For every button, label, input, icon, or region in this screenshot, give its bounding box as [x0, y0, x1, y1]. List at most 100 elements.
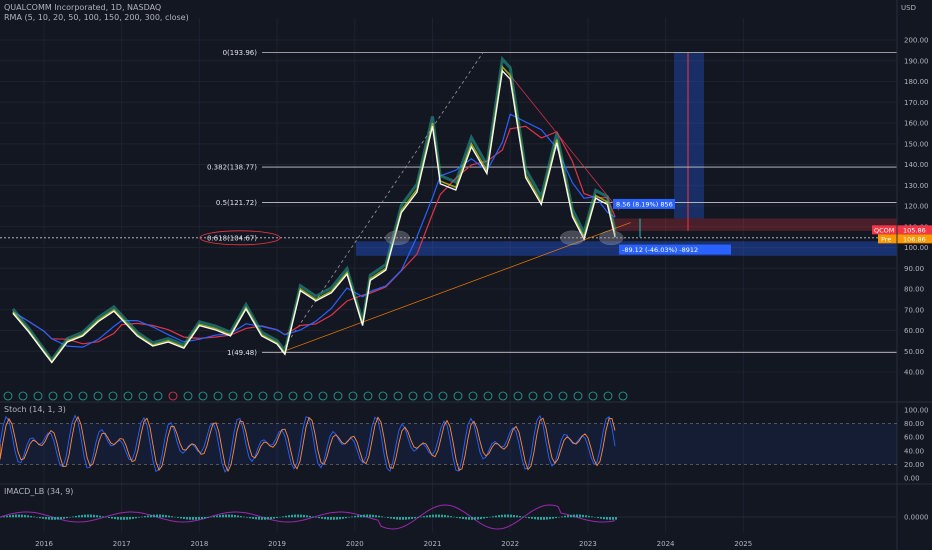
macd-histogram-bar — [276, 517, 278, 519]
macd-histogram-bar — [150, 514, 152, 518]
macd-histogram-bar — [519, 515, 521, 518]
macd-histogram-bar — [588, 515, 590, 518]
macd-axis-tick: 0.0000 — [904, 514, 929, 522]
macd-histogram-bar — [15, 514, 17, 518]
support-touch-marker — [385, 230, 410, 246]
macd-histogram-bar — [474, 517, 476, 520]
macd-histogram-bar — [3, 516, 5, 518]
stoch-d-line — [0, 415, 616, 473]
price-axis-tick: 90.00 — [904, 265, 924, 273]
macd-histogram-bar — [267, 517, 269, 520]
macd-histogram-bar — [438, 514, 440, 518]
macd-histogram-bar — [165, 515, 167, 518]
measure-up-label: 8.56 (8.19%) 856 — [616, 200, 673, 208]
macd-histogram-bar — [513, 514, 515, 518]
macd-histogram-bar — [525, 517, 527, 518]
qcom-tag — [872, 225, 902, 235]
macd-histogram-bar — [441, 514, 443, 518]
macd-histogram-bar — [249, 517, 251, 519]
macd-histogram-bar — [405, 517, 407, 520]
time-axis-tick: 2017 — [113, 540, 131, 548]
macd-histogram-bar — [264, 517, 266, 520]
ma-red-line — [12, 125, 616, 345]
macd-histogram-bar — [564, 515, 566, 518]
time-axis-tick: 2018 — [190, 540, 208, 548]
macd-histogram-bar — [201, 517, 203, 520]
macd-histogram-bar — [333, 517, 335, 520]
macd-histogram-bar — [216, 515, 218, 518]
macd-histogram-bar — [141, 516, 143, 518]
macd-histogram-bar — [414, 517, 416, 519]
event-icon — [183, 391, 193, 401]
stoch-axis-tick: 60.00 — [904, 434, 924, 442]
macd-histogram-bar — [426, 515, 428, 518]
measure-up-box — [613, 198, 675, 209]
macd-histogram-bar — [456, 517, 458, 518]
macd-histogram-bar — [387, 517, 389, 518]
event-icon — [513, 391, 523, 401]
macd-histogram-bar — [213, 516, 215, 518]
event-icon — [423, 391, 433, 401]
macd-histogram-bar — [606, 517, 608, 520]
event-icon — [363, 391, 373, 401]
macd-histogram-bar — [609, 517, 611, 520]
macd-indicator-label[interactable]: IMACD_LB (34, 9) — [4, 487, 74, 496]
macd-histogram-bar — [567, 515, 569, 518]
macd-histogram-bar — [108, 517, 110, 519]
qcom-tag-label: QCOM — [874, 226, 894, 234]
fib-trend-line — [280, 52, 484, 353]
macd-histogram-bar — [447, 515, 449, 518]
price-axis-tick: 50.00 — [904, 348, 924, 356]
macd-histogram-bar — [480, 517, 482, 520]
macd-histogram-bar — [9, 515, 11, 518]
macd-histogram-bar — [399, 517, 401, 520]
rma-indicator-label[interactable]: RMA (5, 10, 20, 50, 100, 150, 200, 300, … — [4, 13, 189, 22]
event-icon — [528, 391, 538, 401]
event-icon — [93, 391, 103, 401]
fib-618-highlight — [199, 230, 281, 246]
candles-band — [11, 55, 617, 363]
macd-histogram-bar — [411, 517, 413, 519]
macd-histogram-bar — [339, 517, 341, 520]
macd-histogram-bar — [462, 517, 464, 519]
macd-histogram-bar — [222, 514, 224, 518]
event-icon — [453, 391, 463, 401]
macd-histogram-bar — [324, 517, 326, 520]
resistance-zone — [611, 218, 897, 231]
fib-level-label: 0.382(138.77) — [207, 164, 257, 172]
macd-histogram-bar — [102, 516, 104, 518]
macd-histogram-bar — [195, 517, 197, 520]
macd-histogram-bar — [396, 517, 398, 520]
event-icon — [168, 391, 178, 401]
macd-histogram-bar — [33, 516, 35, 518]
stoch-indicator-label[interactable]: Stoch (14, 1, 3) — [4, 405, 66, 414]
macd-histogram-bar — [66, 517, 68, 519]
event-icon — [318, 391, 328, 401]
macd-histogram-bar — [522, 516, 524, 518]
macd-histogram-bar — [144, 516, 146, 518]
macd-histogram-bar — [492, 516, 494, 518]
macd-histogram-bar — [294, 514, 296, 518]
macd-histogram-bar — [90, 514, 92, 518]
macd-histogram-bar — [129, 517, 131, 520]
event-icon — [468, 391, 478, 401]
macd-histogram-bar — [342, 517, 344, 519]
macd-histogram-bar — [228, 514, 230, 518]
price-axis-tick: 170.00 — [904, 99, 929, 107]
macd-histogram-bar — [330, 517, 332, 520]
price-axis-tick: 180.00 — [904, 78, 929, 86]
current-price-tag — [902, 225, 932, 235]
macd-histogram-bar — [30, 515, 32, 518]
support-touch-marker — [598, 230, 624, 246]
macd-histogram-bar — [255, 517, 257, 520]
macd-histogram-bar — [57, 517, 59, 520]
time-axis-tick: 2023 — [579, 540, 597, 548]
macd-histogram-bar — [603, 517, 605, 520]
macd-histogram-bar — [600, 517, 602, 519]
macd-histogram-bar — [162, 514, 164, 518]
macd-histogram-bar — [354, 515, 356, 518]
macd-histogram-bar — [531, 517, 533, 519]
event-icon — [438, 391, 448, 401]
